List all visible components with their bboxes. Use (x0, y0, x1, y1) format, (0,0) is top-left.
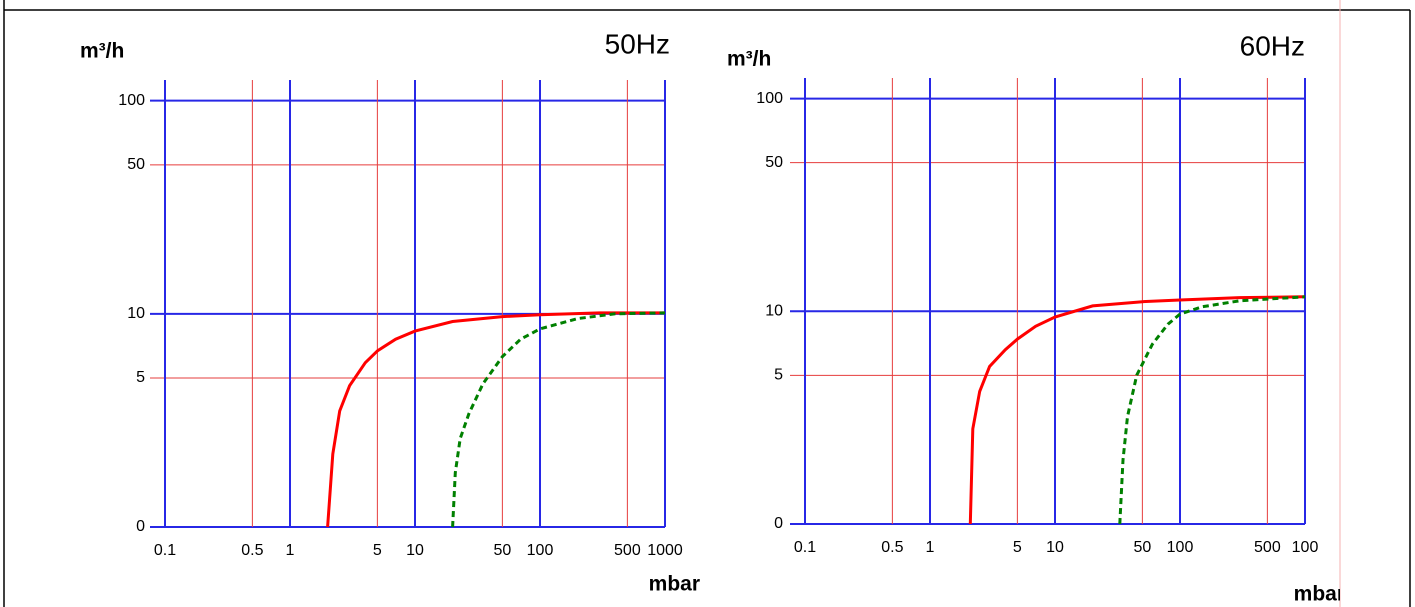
x-tick-label: 5 (373, 542, 382, 559)
y-tick-label: 10 (765, 303, 783, 320)
y-tick-label: 10 (127, 305, 145, 322)
y-axis-label: m³/h (727, 48, 771, 71)
chart-title: 50Hz (605, 28, 670, 59)
y-tick-label: 50 (127, 156, 145, 173)
x-tick-label: 0.5 (241, 542, 263, 559)
y-tick-label: 100 (118, 92, 145, 109)
x-tick-label: 50 (493, 542, 511, 559)
x-tick-label: 50 (1133, 539, 1151, 556)
x-axis-label: mbar (1294, 583, 1345, 606)
y-tick-label: 5 (774, 367, 783, 384)
x-tick-label: 1000 (647, 542, 683, 559)
x-tick-label: 5 (1013, 539, 1022, 556)
x-tick-label: 100 (1292, 539, 1319, 556)
x-tick-label: 500 (1254, 539, 1281, 556)
x-tick-label: 500 (614, 542, 641, 559)
x-tick-label: 0.1 (154, 542, 176, 559)
x-tick-label: 0.1 (794, 539, 816, 556)
curve (968, 295, 1306, 525)
x-axis-label: mbar (649, 573, 700, 596)
y-axis-label: m³/h (80, 40, 124, 63)
y-tick-label: 5 (136, 369, 145, 386)
curve (1118, 295, 1306, 525)
y-tick-label: 0 (136, 518, 145, 535)
y-tick-label: 50 (765, 154, 783, 171)
x-tick-label: 0.5 (881, 539, 903, 556)
x-tick-label: 1 (286, 542, 295, 559)
chart-title: 60Hz (1240, 30, 1305, 61)
curve (451, 311, 666, 528)
x-tick-label: 10 (1046, 539, 1064, 556)
y-tick-label: 100 (756, 90, 783, 107)
x-tick-label: 1 (926, 539, 935, 556)
x-tick-label: 100 (1167, 539, 1194, 556)
x-tick-label: 10 (406, 542, 424, 559)
y-tick-label: 0 (774, 515, 783, 532)
x-tick-label: 100 (527, 542, 554, 559)
curve (326, 311, 665, 528)
